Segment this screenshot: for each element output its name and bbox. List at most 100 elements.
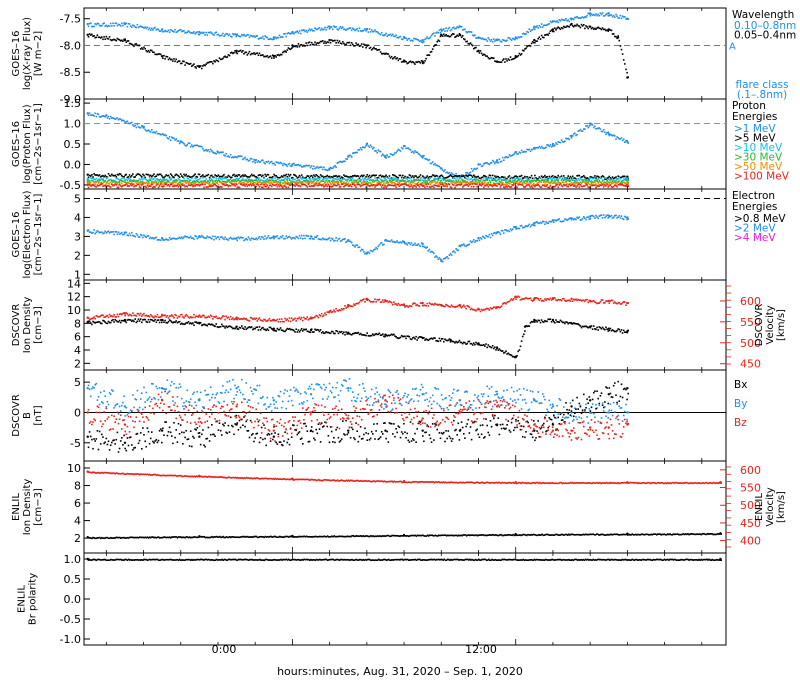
data-point — [332, 330, 334, 333]
data-point — [495, 176, 497, 179]
data-point — [111, 183, 113, 185]
data-point — [283, 162, 285, 165]
data-point — [91, 174, 93, 176]
data-point — [244, 238, 246, 241]
data-point — [453, 177, 455, 179]
data-point — [619, 176, 622, 179]
data-point — [109, 181, 112, 184]
data-point — [612, 33, 615, 35]
data-point — [89, 184, 92, 186]
data-point — [182, 182, 184, 185]
data-point — [285, 35, 287, 38]
data-point — [410, 179, 413, 181]
data-point — [595, 179, 597, 182]
data-marker — [86, 177, 89, 180]
data-point — [400, 334, 403, 337]
data-point — [295, 235, 297, 238]
data-point — [275, 175, 277, 177]
data-point — [316, 165, 319, 168]
data-point — [148, 185, 151, 187]
data-point — [471, 344, 474, 346]
data-point — [303, 165, 305, 167]
data-point — [260, 37, 263, 39]
data-point — [177, 321, 180, 323]
data-point — [353, 332, 355, 335]
data-point — [324, 177, 326, 179]
data-point — [598, 215, 601, 217]
data-point — [303, 234, 305, 237]
data-point — [394, 182, 396, 185]
data-point — [533, 224, 535, 227]
data-point — [441, 169, 444, 171]
data-point — [316, 328, 319, 331]
data-point — [194, 182, 196, 185]
data-point — [499, 186, 502, 188]
data-point — [250, 158, 253, 160]
data-point — [399, 184, 402, 186]
data-point — [196, 322, 199, 324]
data-point — [106, 37, 109, 40]
data-point — [139, 318, 142, 320]
data-point — [409, 60, 412, 63]
data-point — [430, 162, 433, 165]
legend-entry: >50 MeV — [734, 161, 783, 173]
data-point — [147, 235, 150, 237]
data-point — [525, 177, 527, 179]
data-point — [320, 185, 323, 187]
data-point — [262, 236, 264, 239]
data-point — [198, 185, 201, 187]
data-point — [188, 176, 191, 178]
data-point — [536, 178, 538, 180]
data-point — [102, 179, 104, 181]
data-point — [87, 25, 90, 28]
data-point — [616, 15, 618, 17]
data-point — [433, 179, 435, 182]
data-point — [602, 182, 605, 184]
data-point — [537, 183, 539, 186]
data-point — [493, 182, 495, 184]
data-point — [488, 177, 491, 179]
data-point — [563, 181, 565, 184]
data-point — [122, 180, 124, 182]
data-point — [245, 183, 247, 186]
data-point — [314, 179, 316, 181]
data-point — [561, 220, 564, 223]
data-point — [543, 184, 545, 187]
data-point — [149, 29, 152, 31]
data-point — [553, 221, 555, 224]
data-point — [247, 34, 250, 36]
data-point — [516, 355, 518, 357]
data-point — [308, 178, 311, 180]
data-point — [188, 179, 191, 181]
data-point — [132, 173, 134, 175]
data-point — [590, 182, 593, 185]
data-point — [276, 182, 279, 185]
data-point — [216, 326, 219, 328]
data-point — [192, 175, 194, 178]
data-point — [137, 318, 140, 321]
data-point — [511, 37, 514, 40]
data-point — [93, 25, 95, 28]
data-point — [146, 179, 149, 182]
data-point — [618, 183, 621, 186]
data-point — [385, 174, 387, 177]
data-point — [480, 344, 483, 346]
data-point — [252, 53, 254, 55]
data-marker — [570, 17, 573, 20]
data-point — [243, 175, 245, 177]
data-point — [460, 182, 463, 184]
data-point — [599, 177, 602, 179]
data-point — [205, 324, 207, 326]
data-point — [415, 61, 417, 63]
data-point — [279, 184, 282, 187]
data-point — [416, 151, 418, 153]
data-point — [529, 176, 532, 179]
data-point — [615, 179, 617, 182]
data-point — [115, 175, 118, 178]
data-point — [620, 176, 623, 179]
data-point — [374, 333, 376, 336]
data-point — [386, 154, 388, 156]
data-marker — [86, 33, 89, 36]
data-point — [607, 178, 609, 181]
data-point — [581, 185, 584, 188]
